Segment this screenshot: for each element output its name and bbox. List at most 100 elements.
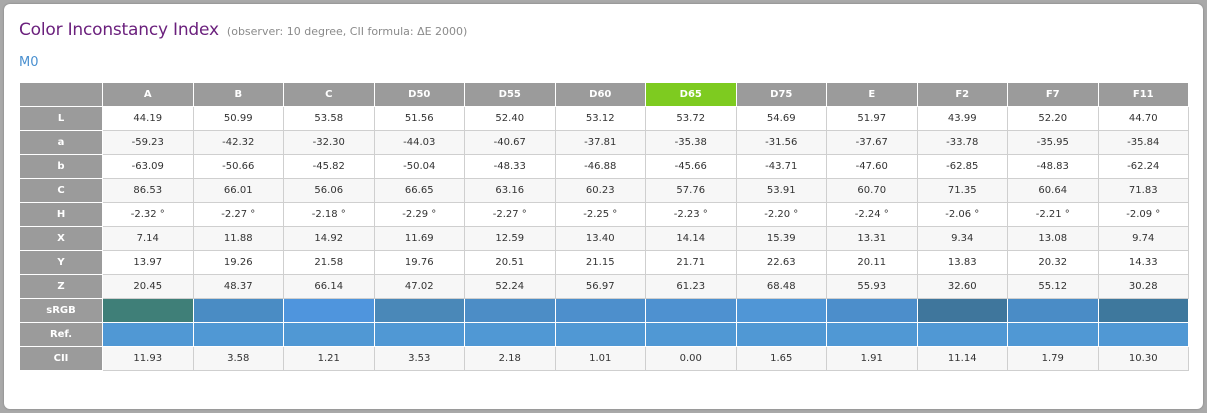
page-title: Color Inconstancy Index	[19, 20, 219, 40]
table-cell: -42.32	[192, 130, 284, 155]
table-cell: 56.97	[554, 274, 646, 299]
table-cell: 43.99	[916, 106, 1008, 131]
table-cell: 55.12	[1007, 274, 1099, 299]
row-header-y: Y	[19, 250, 103, 275]
column-header-d60[interactable]: D60	[554, 82, 646, 107]
table-cell: 13.83	[916, 250, 1008, 275]
table-cell: 19.26	[192, 250, 284, 275]
row-header-b: b	[19, 154, 103, 179]
srgb-color-swatch	[102, 298, 194, 323]
table-cell: 13.08	[1007, 226, 1099, 251]
table-cell: -2.27 °	[192, 202, 284, 227]
table-cell: 32.60	[916, 274, 1008, 299]
column-header-f7[interactable]: F7	[1007, 82, 1099, 107]
table-cell: 55.93	[826, 274, 918, 299]
table-cell: -48.33	[464, 154, 556, 179]
page-subtitle: (observer: 10 degree, CII formula: ΔE 20…	[226, 25, 468, 38]
table-cell: 20.45	[102, 274, 194, 299]
table-cell: 30.28	[1097, 274, 1189, 299]
ref-color-swatch	[916, 322, 1008, 347]
table-cell: -2.32 °	[102, 202, 194, 227]
cii-row: CII 11.93 3.58 1.21 3.53 2.18 1.01 0.00 1.65 1.91…	[19, 346, 1189, 371]
column-header-d75[interactable]: D75	[735, 82, 827, 107]
table-cell: 44.70	[1097, 106, 1189, 131]
cii-value-cell: 1.91	[826, 346, 918, 371]
table-cell: 13.31	[826, 226, 918, 251]
table-cell: -63.09	[102, 154, 194, 179]
table-cell: 21.15	[554, 250, 646, 275]
table-cell: 56.06	[283, 178, 375, 203]
ref-color-swatch	[283, 322, 375, 347]
table-cell: 66.65	[373, 178, 465, 203]
cii-value-cell: 1.79	[1007, 346, 1099, 371]
column-header-e[interactable]: E	[826, 82, 918, 107]
table-cell: -2.29 °	[373, 202, 465, 227]
table-header-row: A B C D50 D55 D60 D65 D75 E F2 F7 F11	[19, 82, 1189, 107]
table-cell: 21.58	[283, 250, 375, 275]
column-header-b[interactable]: B	[192, 82, 284, 107]
table-cell: -37.67	[826, 130, 918, 155]
table-cell: -2.27 °	[464, 202, 556, 227]
srgb-color-swatch	[916, 298, 1008, 323]
table-cell: -33.78	[916, 130, 1008, 155]
table-cell: 47.02	[373, 274, 465, 299]
table-cell: 14.33	[1097, 250, 1189, 275]
table-cell: 63.16	[464, 178, 556, 203]
table-row: Z 20.45 48.37 66.14 47.02 52.24 56.97 61.23 68.4…	[19, 274, 1189, 299]
ref-color-swatch	[1097, 322, 1189, 347]
table-cell: 19.76	[373, 250, 465, 275]
row-header-c: C	[19, 178, 103, 203]
table-cell: 86.53	[102, 178, 194, 203]
table-cell: 13.40	[554, 226, 646, 251]
column-header-d55[interactable]: D55	[464, 82, 556, 107]
cii-value-cell: 3.53	[373, 346, 465, 371]
column-header-d65[interactable]: D65	[645, 82, 737, 107]
table-cell: 11.88	[192, 226, 284, 251]
table-cell: 14.92	[283, 226, 375, 251]
table-row: X 7.14 11.88 14.92 11.69 12.59 13.40 14.14 15.39…	[19, 226, 1189, 251]
table-cell: 52.20	[1007, 106, 1099, 131]
sample-link[interactable]: M0	[19, 55, 39, 70]
srgb-color-swatch	[464, 298, 556, 323]
table-cell: -35.95	[1007, 130, 1099, 155]
table-cell: -35.38	[645, 130, 737, 155]
ref-swatch-row: Ref.	[19, 322, 1189, 347]
table-cell: 7.14	[102, 226, 194, 251]
column-header-a[interactable]: A	[102, 82, 194, 107]
table-cell: -48.83	[1007, 154, 1099, 179]
table-cell: 53.72	[645, 106, 737, 131]
row-header-cii: CII	[19, 346, 103, 371]
srgb-color-swatch	[826, 298, 918, 323]
ref-color-swatch	[1007, 322, 1099, 347]
cii-value-cell: 2.18	[464, 346, 556, 371]
column-header-d50[interactable]: D50	[373, 82, 465, 107]
table-cell: 52.40	[464, 106, 556, 131]
table-cell: -40.67	[464, 130, 556, 155]
cii-value-cell: 1.01	[554, 346, 646, 371]
table-cell: 60.23	[554, 178, 646, 203]
column-header-f11[interactable]: F11	[1097, 82, 1189, 107]
table-cell: 53.91	[735, 178, 827, 203]
row-header-x: X	[19, 226, 103, 251]
table-cell: 61.23	[645, 274, 737, 299]
srgb-color-swatch	[1007, 298, 1099, 323]
table-cell: 66.01	[192, 178, 284, 203]
srgb-swatch-row: sRGB	[19, 298, 1189, 323]
table-cell: 15.39	[735, 226, 827, 251]
table-row: H -2.32 ° -2.27 ° -2.18 ° -2.29 ° -2.27 ° -2.2…	[19, 202, 1189, 227]
column-header-f2[interactable]: F2	[916, 82, 1008, 107]
cii-value-cell: 1.21	[283, 346, 375, 371]
table-cell: 71.83	[1097, 178, 1189, 203]
table-row: C 86.53 66.01 56.06 66.65 63.16 60.23 57.76 53.9…	[19, 178, 1189, 203]
cii-table: A B C D50 D55 D60 D65 D75 E F2 F7 F11 L 44.19 50.99 53…	[19, 82, 1189, 371]
srgb-color-swatch	[373, 298, 465, 323]
table-cell: -2.20 °	[735, 202, 827, 227]
table-cell: -59.23	[102, 130, 194, 155]
row-header-h: H	[19, 202, 103, 227]
table-cell: 52.24	[464, 274, 556, 299]
table-row: b -63.09 -50.66 -45.82 -50.04 -48.33 -46.88 -45…	[19, 154, 1189, 179]
srgb-color-swatch	[554, 298, 646, 323]
table-cell: -2.24 °	[826, 202, 918, 227]
column-header-c[interactable]: C	[283, 82, 375, 107]
row-header-l: L	[19, 106, 103, 131]
